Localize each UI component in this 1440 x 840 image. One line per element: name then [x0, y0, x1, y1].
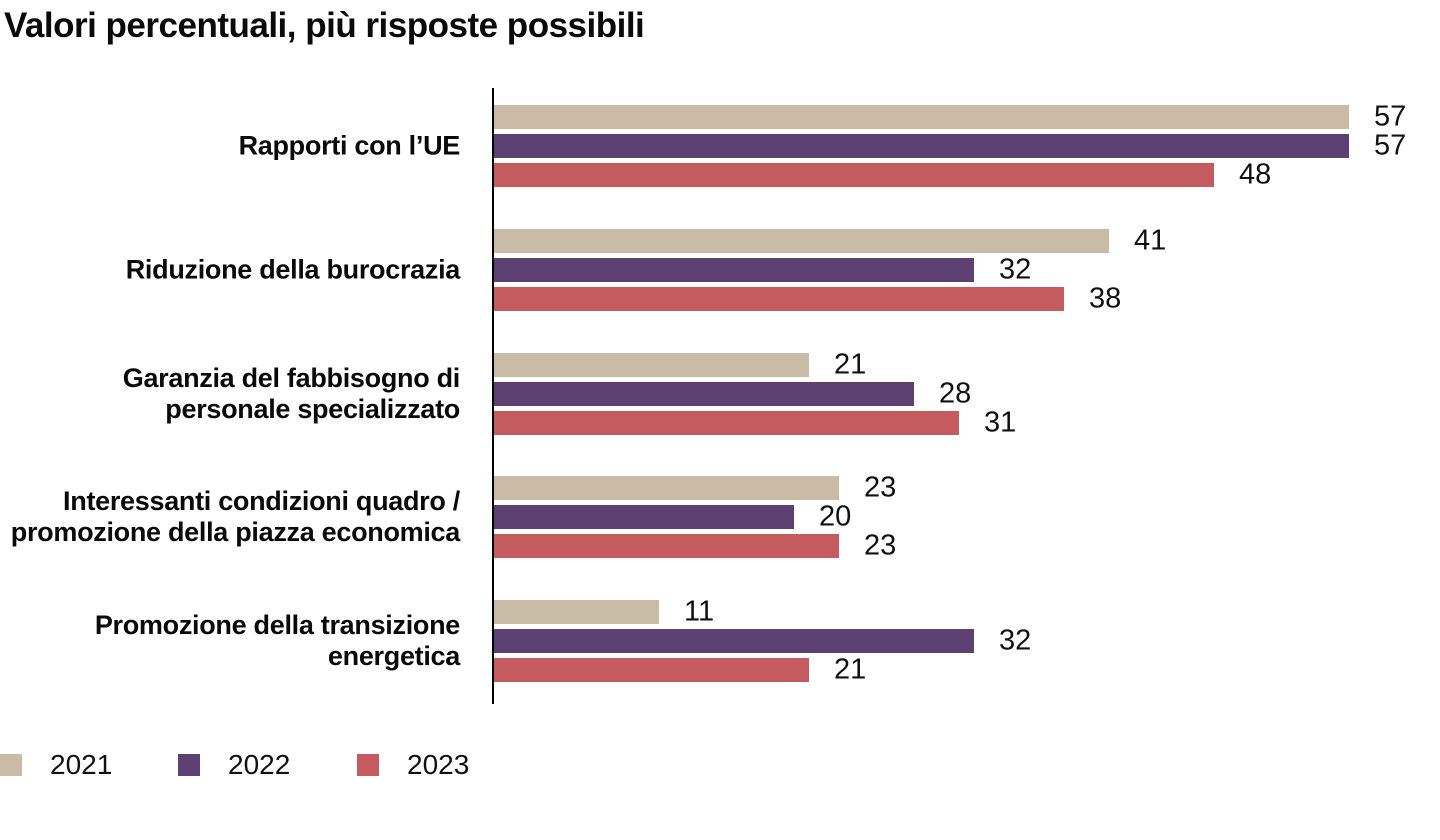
- category-label: Garanzia del fabbisogno di personale spe…: [122, 363, 461, 424]
- category-label: Promozione della transizione energetica: [94, 610, 460, 671]
- value-label: 41: [1134, 224, 1167, 257]
- bar-2022: [494, 134, 1349, 158]
- bar-2023: [494, 287, 1064, 311]
- y-axis-line: [492, 88, 494, 704]
- value-label: 28: [939, 377, 972, 410]
- value-label: 21: [834, 653, 867, 686]
- value-label: 57: [1374, 129, 1407, 162]
- bar-2022: [494, 629, 974, 653]
- value-label: 21: [834, 348, 867, 381]
- bar-2023: [494, 163, 1214, 187]
- value-label: 57: [1374, 100, 1407, 133]
- value-label: 32: [999, 253, 1032, 286]
- bar-2022: [494, 505, 794, 529]
- value-label: 38: [1089, 282, 1122, 315]
- bar-2023: [494, 658, 809, 682]
- bar-2021: [494, 353, 809, 377]
- bar-2021: [494, 476, 839, 500]
- value-label: 32: [999, 624, 1032, 657]
- chart-title: Valori percentuali, più risposte possibi…: [4, 6, 645, 45]
- category-label: Interessanti condizioni quadro / promozi…: [10, 486, 461, 547]
- bar-2021: [494, 105, 1349, 129]
- bar-2023: [494, 411, 959, 435]
- value-label: 23: [864, 529, 897, 562]
- value-label: 20: [819, 500, 852, 533]
- value-label: 11: [684, 595, 715, 628]
- category-label: Riduzione della burocrazia: [125, 254, 461, 285]
- value-label: 48: [1239, 158, 1272, 191]
- bar-2023: [494, 534, 839, 558]
- category-label: Rapporti con l’UE: [238, 130, 461, 161]
- bar-2022: [494, 382, 914, 406]
- bar-2021: [494, 600, 659, 624]
- value-label: 31: [984, 406, 1017, 439]
- value-label: 23: [864, 471, 897, 504]
- bar-2021: [494, 229, 1109, 253]
- bar-2022: [494, 258, 974, 282]
